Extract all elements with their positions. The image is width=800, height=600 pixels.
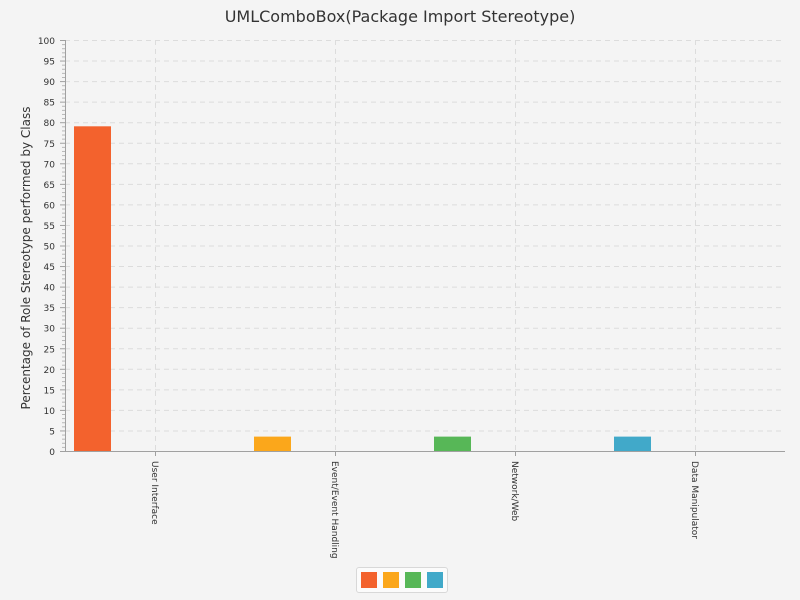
legend-swatch[interactable] [361,572,377,588]
y-tick-label: 25 [44,345,55,355]
y-tick-label: 5 [49,427,55,437]
y-tick-label: 60 [44,201,56,211]
x-tick-label: Network/Web [509,461,519,522]
legend-swatch[interactable] [405,572,421,588]
y-tick-label: 100 [38,37,55,47]
x-tick-label: User Interface [149,461,159,525]
x-tick-label: Data Manipulator [689,461,699,539]
y-tick-label: 40 [44,284,56,294]
x-tick-label: Event/Event Handling [329,461,339,559]
y-tick-label: 0 [49,448,55,458]
y-tick-label: 70 [44,160,56,170]
y-tick-label: 95 [44,58,55,68]
legend [356,567,448,593]
chart-title: UMLComboBox(Package Import Stereotype) [224,7,576,26]
bar[interactable] [254,436,291,451]
y-tick-label: 50 [44,243,56,253]
y-tick-label: 20 [44,366,56,376]
labels-layer: 0 5 10 15 20 25 30 35 40 45 50 55 60 65 70 75 80 85 90 95 10… [38,37,699,559]
y-tick-label: 35 [44,304,55,314]
bar[interactable] [614,436,651,451]
legend-swatch[interactable] [427,572,443,588]
bar[interactable] [74,126,111,451]
y-tick-label: 10 [44,407,56,417]
y-tick-label: 55 [44,222,55,232]
bar[interactable] [434,436,471,451]
y-tick-label: 15 [44,386,55,396]
grid-layer [65,40,785,451]
axes-layer [60,40,785,456]
bars-layer [74,126,651,451]
y-tick-label: 45 [44,263,55,273]
y-tick-label: 80 [44,119,56,129]
y-tick-label: 30 [44,325,56,335]
y-tick-label: 85 [44,99,55,109]
y-tick-label: 75 [44,140,55,150]
legend-swatch[interactable] [383,572,399,588]
y-axis-label: Percentage of Role Stereotype performed … [19,107,33,410]
y-tick-label: 65 [44,181,55,191]
y-tick-label: 90 [44,78,56,88]
